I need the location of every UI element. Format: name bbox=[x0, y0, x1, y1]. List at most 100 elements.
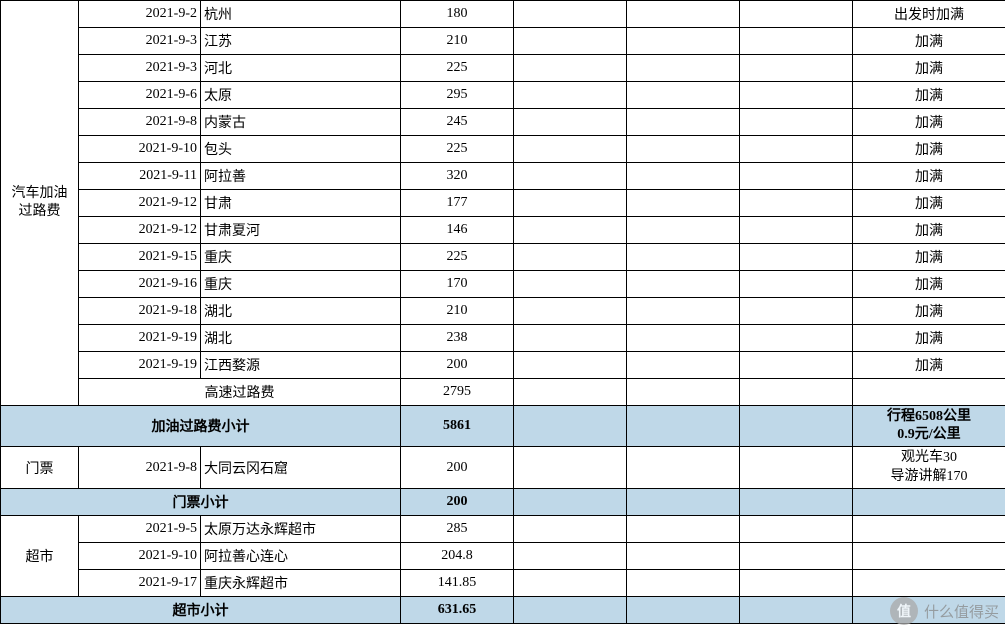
table-row: 2021-9-18湖北210 加满 bbox=[1, 298, 1005, 325]
amount-cell: 295 bbox=[401, 82, 514, 109]
date-cell: 2021-9-8 bbox=[79, 109, 201, 136]
note-cell bbox=[853, 569, 1005, 596]
note-cell: 加满 bbox=[853, 163, 1005, 190]
amount-cell: 204.8 bbox=[401, 542, 514, 569]
place-cell: 太原 bbox=[201, 82, 401, 109]
note-cell bbox=[853, 515, 1005, 542]
place-cell: 湖北 bbox=[201, 325, 401, 352]
note-cell: 观光车30导游讲解170 bbox=[853, 447, 1005, 488]
amount-cell: 285 bbox=[401, 515, 514, 542]
place-cell: 江西婺源 bbox=[201, 352, 401, 379]
table-row: 超市2021-9-5太原万达永辉超市285 bbox=[1, 515, 1005, 542]
amount-cell: 200 bbox=[401, 447, 514, 488]
date-cell: 2021-9-16 bbox=[79, 271, 201, 298]
expense-table: 汽车加油过路费2021-9-2杭州180出发时加满2021-9-3江苏210加满… bbox=[0, 0, 1005, 624]
subtotal-label: 超市小计 bbox=[1, 596, 401, 623]
amount-cell: 200 bbox=[401, 352, 514, 379]
amount-cell: 177 bbox=[401, 190, 514, 217]
amount-cell: 210 bbox=[401, 28, 514, 55]
category-cell: 门票 bbox=[1, 447, 79, 488]
table-row: 2021-9-3河北225 加满 bbox=[1, 55, 1005, 82]
subtotal-row: 超市小计631.65 bbox=[1, 596, 1005, 623]
table-row: 2021-9-3江苏210 加满 bbox=[1, 28, 1005, 55]
table-row: 门票2021-9-8大同云冈石窟200 观光车30导游讲解170 bbox=[1, 447, 1005, 488]
subtotal-label: 门票小计 bbox=[1, 488, 401, 515]
subtotal-row: 门票小计200 bbox=[1, 488, 1005, 515]
note-cell: 加满 bbox=[853, 136, 1005, 163]
table-row: 2021-9-19江西婺源200 加满 bbox=[1, 352, 1005, 379]
subtotal-row: 加油过路费小计5861 行程6508公里0.9元/公里 bbox=[1, 406, 1005, 447]
amount-cell: 320 bbox=[401, 163, 514, 190]
amount-cell: 180 bbox=[401, 1, 514, 28]
date-cell: 2021-9-3 bbox=[79, 55, 201, 82]
note-cell: 加满 bbox=[853, 55, 1005, 82]
amount-cell: 225 bbox=[401, 136, 514, 163]
date-cell: 2021-9-10 bbox=[79, 136, 201, 163]
table-row: 汽车加油过路费2021-9-2杭州180出发时加满 bbox=[1, 1, 1005, 28]
note-cell bbox=[853, 542, 1005, 569]
date-cell: 2021-9-19 bbox=[79, 325, 201, 352]
subtotal-amount: 200 bbox=[401, 488, 514, 515]
date-cell: 2021-9-6 bbox=[79, 82, 201, 109]
category-cell: 汽车加油过路费 bbox=[1, 1, 79, 406]
amount-cell: 170 bbox=[401, 271, 514, 298]
place-cell: 重庆 bbox=[201, 244, 401, 271]
place-cell: 重庆永辉超市 bbox=[201, 569, 401, 596]
table-row: 2021-9-17重庆永辉超市141.85 bbox=[1, 569, 1005, 596]
place-cell: 阿拉善 bbox=[201, 163, 401, 190]
note-cell: 加满 bbox=[853, 298, 1005, 325]
place-cell: 阿拉善心连心 bbox=[201, 542, 401, 569]
amount-cell: 225 bbox=[401, 244, 514, 271]
place-cell: 江苏 bbox=[201, 28, 401, 55]
date-cell: 2021-9-17 bbox=[79, 569, 201, 596]
date-cell: 2021-9-12 bbox=[79, 190, 201, 217]
note-cell: 加满 bbox=[853, 82, 1005, 109]
table-row: 2021-9-12甘肃夏河146 加满 bbox=[1, 217, 1005, 244]
date-cell: 2021-9-15 bbox=[79, 244, 201, 271]
subtotal-amount: 5861 bbox=[401, 406, 514, 447]
table-row: 2021-9-10包头225 加满 bbox=[1, 136, 1005, 163]
date-cell: 2021-9-2 bbox=[79, 1, 201, 28]
date-cell: 2021-9-12 bbox=[79, 217, 201, 244]
place-cell: 太原万达永辉超市 bbox=[201, 515, 401, 542]
amount-cell: 245 bbox=[401, 109, 514, 136]
note-cell: 加满 bbox=[853, 28, 1005, 55]
amount-cell: 146 bbox=[401, 217, 514, 244]
table-row: 2021-9-15重庆225 加满 bbox=[1, 244, 1005, 271]
category-cell: 超市 bbox=[1, 515, 79, 596]
table-row: 2021-9-16重庆170 加满 bbox=[1, 271, 1005, 298]
date-cell: 2021-9-8 bbox=[79, 447, 201, 488]
place-cell: 湖北 bbox=[201, 298, 401, 325]
toll-label: 高速过路费 bbox=[79, 379, 401, 406]
amount-cell: 225 bbox=[401, 55, 514, 82]
place-cell: 大同云冈石窟 bbox=[201, 447, 401, 488]
note-cell: 加满 bbox=[853, 352, 1005, 379]
table-row: 2021-9-12甘肃177加满 bbox=[1, 190, 1005, 217]
subtotal-label: 加油过路费小计 bbox=[1, 406, 401, 447]
place-cell: 重庆 bbox=[201, 271, 401, 298]
date-cell: 2021-9-19 bbox=[79, 352, 201, 379]
date-cell: 2021-9-3 bbox=[79, 28, 201, 55]
note-cell: 加满 bbox=[853, 217, 1005, 244]
place-cell: 内蒙古 bbox=[201, 109, 401, 136]
table-row: 高速过路费2795 bbox=[1, 379, 1005, 406]
date-cell: 2021-9-18 bbox=[79, 298, 201, 325]
note-cell: 加满 bbox=[853, 244, 1005, 271]
place-cell: 包头 bbox=[201, 136, 401, 163]
date-cell: 2021-9-5 bbox=[79, 515, 201, 542]
note-cell: 出发时加满 bbox=[853, 1, 1005, 28]
note-cell: 加满 bbox=[853, 109, 1005, 136]
table-row: 2021-9-6太原295 加满 bbox=[1, 82, 1005, 109]
place-cell: 甘肃夏河 bbox=[201, 217, 401, 244]
note-cell: 加满 bbox=[853, 271, 1005, 298]
table-row: 2021-9-19湖北238加满 bbox=[1, 325, 1005, 352]
date-cell: 2021-9-10 bbox=[79, 542, 201, 569]
place-cell: 河北 bbox=[201, 55, 401, 82]
subtotal-note: 行程6508公里0.9元/公里 bbox=[853, 406, 1005, 447]
table-row: 2021-9-8内蒙古245 加满 bbox=[1, 109, 1005, 136]
date-cell: 2021-9-11 bbox=[79, 163, 201, 190]
amount-cell: 210 bbox=[401, 298, 514, 325]
place-cell: 甘肃 bbox=[201, 190, 401, 217]
table-row: 2021-9-10阿拉善心连心204.8 bbox=[1, 542, 1005, 569]
amount-cell: 2795 bbox=[401, 379, 514, 406]
